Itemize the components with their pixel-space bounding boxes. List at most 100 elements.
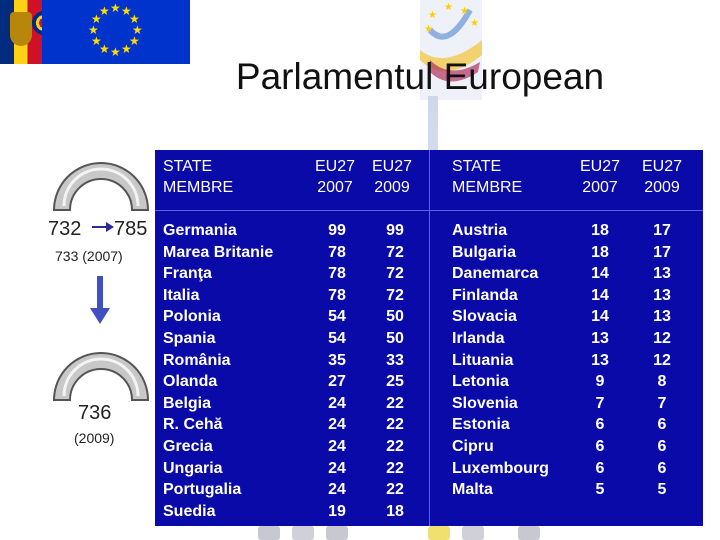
- table-cell-2007: 78: [328, 286, 346, 304]
- table-cell-2009: 22: [386, 481, 404, 499]
- hemicycle-icon-top: [52, 162, 150, 211]
- table-cell-2007: 7: [595, 394, 605, 412]
- seats-2009: 736: [78, 402, 112, 424]
- eu-star-icon: ★: [99, 42, 110, 57]
- table-cell-state: Grecia: [163, 437, 213, 455]
- table-cell-2007: 6: [595, 416, 605, 434]
- table-cell-2007: 14: [591, 308, 609, 326]
- table-cell-2007: 5: [595, 481, 605, 499]
- table-cell-state: Slovenia: [452, 394, 518, 412]
- table-cell-2009: 99: [386, 222, 404, 239]
- right-2007-column: 18 18 14 14 14 13 13 9 7 6 6 6 5: [580, 220, 620, 501]
- eu-star-icon: ★: [110, 1, 121, 15]
- table-cell-state: România: [163, 351, 231, 369]
- decorative-strip: [258, 526, 598, 540]
- table-cell-2009: 13: [653, 286, 671, 304]
- roundel-icon: [28, 10, 44, 36]
- table-cell-state: Irlanda: [452, 329, 505, 347]
- table-cell-2007: 27: [328, 373, 346, 391]
- table-cell-2009: 72: [386, 243, 404, 261]
- hemicycle-icon-bottom: [52, 352, 150, 401]
- table-cell-state: Franţa: [163, 265, 212, 283]
- table-cell-2009: 13: [653, 308, 671, 326]
- coat-of-arms-icon: [10, 12, 32, 46]
- eu-star-icon: ★: [129, 12, 140, 26]
- table-cell-state: Malta: [452, 481, 493, 499]
- table-cell-2007: 6: [595, 437, 605, 455]
- arrow-right-icon: [92, 222, 114, 232]
- table-cell-state: Olanda: [163, 373, 218, 391]
- seats-before: 732: [48, 218, 82, 240]
- european-parliament-logo-icon: ★★ ★ ★★: [420, 0, 482, 100]
- table-cell-2009: 72: [386, 286, 404, 304]
- table-cell-state: Portugalia: [163, 481, 242, 499]
- table-cell-2007: 13: [591, 351, 609, 369]
- table-cell-2009: 12: [653, 351, 671, 369]
- table-cell-2009: 50: [386, 308, 404, 326]
- table-cell-state: Austria: [452, 222, 508, 239]
- arrow-down-icon: [90, 276, 110, 324]
- table-cell-2009: 22: [386, 416, 404, 434]
- table-cell-state: Belgia: [163, 394, 212, 412]
- svg-text:★: ★: [470, 18, 479, 29]
- table-cell-2007: 9: [595, 373, 605, 391]
- table-cell-2007: 24: [328, 394, 346, 412]
- header-eu27-2007-right: EU27 2007: [579, 158, 621, 196]
- table-cell-2007: 14: [591, 286, 609, 304]
- eu-star-icon: ★: [90, 34, 102, 48]
- table-cell-2009: 12: [653, 329, 671, 347]
- table-cell-2009: 5: [657, 481, 667, 499]
- table-cell-2009: 13: [653, 265, 671, 283]
- right-state-column: Austria Bulgaria Danemarca Finlanda Slovacia…: [452, 220, 549, 501]
- table-cell-state: Germania: [163, 222, 237, 239]
- table-cell-2009: 7: [657, 394, 667, 412]
- seats-after: 785: [114, 218, 148, 240]
- year-2009: (2009): [74, 430, 115, 446]
- table-cell-2009: 6: [657, 437, 667, 455]
- table-cell-2007: 54: [328, 329, 346, 347]
- header-eu27-2009-right: EU27 2009: [641, 158, 683, 196]
- eu-star-icon: ★: [121, 3, 132, 18]
- table-cell-2009: 6: [657, 459, 667, 477]
- table-cell-state: Slovacia: [452, 308, 517, 326]
- column-divider: [429, 150, 430, 526]
- eu-star-icon: ★: [110, 45, 121, 59]
- table-cell-state: Spania: [163, 329, 216, 347]
- table-cell-2009: 17: [653, 243, 671, 261]
- seats-2007: 733 (2007): [55, 248, 123, 264]
- table-cell-2007: 78: [328, 243, 346, 261]
- table-cell-state: Cipru: [452, 437, 494, 455]
- svg-text:★: ★: [424, 24, 433, 35]
- eu-star-icon: ★: [90, 12, 102, 26]
- eu-star-icon: ★: [121, 42, 132, 57]
- eu-flag-icon: ★ ★ ★ ★ ★ ★ ★ ★ ★ ★ ★ ★: [42, 0, 190, 64]
- table-cell-2009: 22: [386, 459, 404, 477]
- header-state-left: STATE MEMBRE: [163, 158, 234, 196]
- svg-text:★: ★: [428, 10, 437, 21]
- table-cell-2007: 24: [328, 481, 346, 499]
- table-cell-state: Italia: [163, 286, 200, 304]
- eu-star-icon: ★: [88, 23, 99, 37]
- table-cell-state: Suedia: [163, 502, 216, 520]
- table-cell-2007: 78: [328, 265, 346, 283]
- table-cell-2009: 17: [653, 222, 671, 239]
- table-cell-2009: 18: [386, 502, 404, 520]
- eu-star-icon: ★: [132, 23, 143, 37]
- left-state-column: Germania Marea Britanie Franţa Italia Poloni…: [163, 220, 273, 522]
- left-2007-column: 99 78 78 78 54 54 35 27 24 24 24 24 24 19: [317, 220, 357, 522]
- page-title: Parlamentul European: [235, 56, 605, 97]
- header-eu27-2009-left: EU27 2009: [371, 158, 413, 196]
- eu-star-icon: ★: [99, 3, 110, 18]
- table-cell-2007: 6: [595, 459, 605, 477]
- svg-text:★: ★: [444, 2, 453, 13]
- table-cell-state: Lituania: [452, 351, 514, 369]
- eu-star-icon: ★: [129, 34, 140, 48]
- left-2009-column: 99 72 72 72 50 50 33 25 22 22 22 22 22 18: [375, 220, 415, 522]
- table-cell-state: Luxembourg: [452, 459, 549, 477]
- table-cell-state: Estonia: [452, 416, 510, 434]
- table-cell-2009: 8: [657, 373, 667, 391]
- table-cell-state: Bulgaria: [452, 243, 517, 261]
- table-cell-2007: 14: [591, 265, 609, 283]
- table-cell-state: Ungaria: [163, 459, 223, 477]
- table-cell-2007: 24: [328, 437, 346, 455]
